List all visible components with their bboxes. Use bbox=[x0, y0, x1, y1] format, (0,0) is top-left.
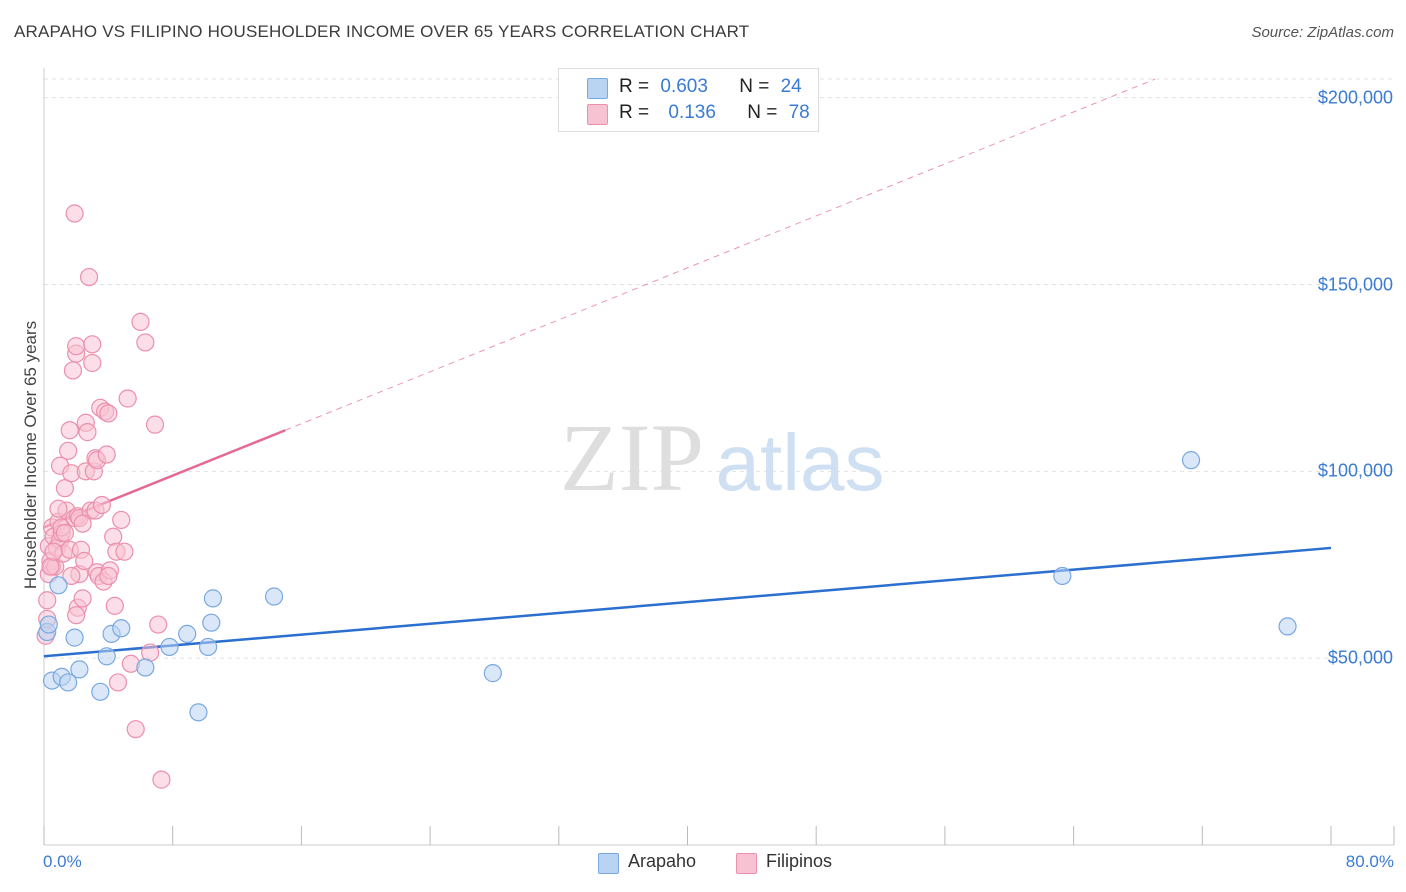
chart-source: Source: ZipAtlas.com bbox=[1251, 24, 1394, 41]
y-tick-label: $150,000 bbox=[1317, 274, 1393, 294]
filipinos-legend-label: Filipinos bbox=[766, 851, 833, 871]
arapaho-n-value: 24 bbox=[780, 76, 802, 97]
filipinos-point bbox=[145, 415, 165, 434]
filipinos-point bbox=[108, 673, 128, 692]
filipinos-point bbox=[59, 441, 78, 460]
correlation-legend: R = 0.603 N = 24 R = 0.136 N = 78 bbox=[558, 68, 819, 132]
arapaho-point bbox=[1181, 451, 1201, 470]
grid-lines bbox=[44, 78, 1394, 659]
filipinos-point bbox=[99, 566, 118, 586]
y-tick-label: $50,000 bbox=[1327, 647, 1393, 668]
filipinos-point bbox=[118, 389, 137, 408]
filipinos-point bbox=[78, 423, 97, 442]
x-tick-min: 0.0% bbox=[43, 852, 82, 871]
filipinos-point bbox=[62, 566, 81, 586]
data-points bbox=[36, 204, 1297, 789]
arapaho-swatch bbox=[587, 78, 608, 99]
arapaho-point bbox=[198, 637, 218, 657]
arapaho-point bbox=[1053, 566, 1072, 586]
filipinos-point bbox=[65, 204, 84, 223]
chart-title: ARAPAHO VS FILIPINO HOUSEHOLDER INCOME O… bbox=[14, 22, 750, 41]
filipinos-point bbox=[83, 335, 102, 354]
arapaho-point bbox=[160, 637, 179, 657]
filipinos-point bbox=[115, 542, 134, 561]
arapaho-point bbox=[189, 703, 208, 722]
filipinos-point bbox=[131, 312, 150, 331]
arapaho-point bbox=[97, 647, 116, 666]
filipinos-swatch bbox=[587, 104, 608, 125]
arapaho-point bbox=[1278, 617, 1297, 636]
filipinos-point bbox=[97, 445, 116, 464]
filipinos-point bbox=[49, 499, 68, 518]
filipinos-point bbox=[67, 606, 86, 625]
filipinos-point bbox=[104, 527, 123, 546]
filipinos-point bbox=[112, 510, 131, 530]
filipinos-n-value: 78 bbox=[788, 102, 810, 123]
filipinos-point bbox=[44, 542, 63, 561]
filipinos-point bbox=[67, 337, 86, 356]
trend-lines bbox=[43, 78, 1332, 658]
filipinos-point bbox=[75, 551, 94, 571]
filipinos-point bbox=[79, 267, 99, 287]
arapaho-point bbox=[136, 658, 155, 677]
filipinos-point bbox=[63, 361, 83, 380]
filipinos-point bbox=[60, 421, 79, 440]
filipinos-point bbox=[55, 523, 75, 543]
arapaho-point bbox=[59, 673, 78, 692]
y-tick-label: $100,000 bbox=[1317, 460, 1393, 481]
watermark-zip: ZIP bbox=[560, 404, 704, 511]
arapaho-point bbox=[39, 615, 58, 634]
filipinos-legend-swatch bbox=[736, 853, 757, 874]
filipinos-point bbox=[126, 720, 145, 739]
arapaho-point bbox=[178, 624, 197, 643]
r-label: R = bbox=[619, 102, 650, 123]
arapaho-trend-line bbox=[43, 546, 1332, 658]
filipinos-point bbox=[73, 589, 92, 608]
x-tick-max: 80.0% bbox=[1345, 852, 1394, 871]
n-label: N = bbox=[747, 102, 778, 123]
arapaho-point bbox=[70, 660, 89, 679]
arapaho-legend-swatch bbox=[598, 853, 619, 874]
arapaho-point bbox=[203, 589, 223, 608]
watermark-atlas: atlas bbox=[716, 418, 885, 507]
filipinos-point bbox=[105, 596, 124, 615]
arapaho-point bbox=[264, 587, 284, 606]
filipinos-r-value: 0.136 bbox=[668, 102, 716, 123]
arapaho-point bbox=[65, 628, 84, 647]
axes bbox=[43, 68, 1395, 846]
filipinos-point bbox=[73, 514, 92, 533]
arapaho-point bbox=[49, 576, 68, 595]
filipinos-point bbox=[152, 770, 171, 789]
arapaho-legend-label: Arapaho bbox=[628, 851, 697, 871]
filipinos-trend-extension bbox=[285, 78, 1156, 431]
filipinos-point bbox=[83, 353, 102, 373]
filipinos-point bbox=[136, 333, 155, 352]
y-axis-title: Householder Income Over 65 years bbox=[21, 320, 40, 590]
arapaho-point bbox=[202, 613, 221, 632]
arapaho-point bbox=[112, 619, 131, 638]
filipinos-point bbox=[149, 615, 168, 634]
filipinos-point bbox=[55, 479, 75, 498]
filipinos-point bbox=[99, 404, 118, 423]
arapaho-point bbox=[91, 682, 110, 701]
filipinos-point bbox=[92, 495, 112, 515]
arapaho-r-value: 0.603 bbox=[660, 76, 708, 97]
arapaho-point bbox=[483, 664, 502, 683]
r-label: R = bbox=[619, 76, 650, 97]
filipinos-point bbox=[41, 557, 60, 576]
filipinos-point bbox=[38, 591, 57, 610]
n-label: N = bbox=[739, 76, 770, 97]
y-tick-label: $200,000 bbox=[1317, 87, 1393, 108]
